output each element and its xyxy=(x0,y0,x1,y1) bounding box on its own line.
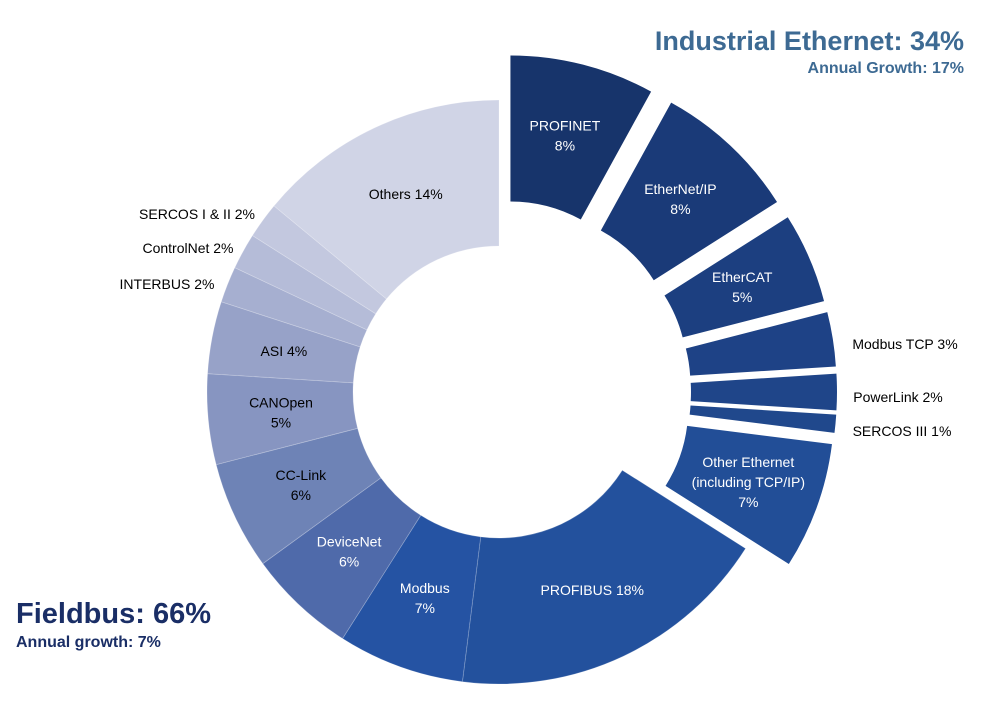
slice-group-other-ethernet-including-tcp-ip xyxy=(665,425,832,565)
slice-label-canopen: CANOpen 5% xyxy=(249,395,313,431)
slice-group-powerlink xyxy=(690,373,838,411)
slice-label-other-ethernet-including-tcp-ip: Other Ethernet (including TCP/IP) 7% xyxy=(692,454,805,510)
slice-label-line: SERCOS III 1% xyxy=(853,423,952,439)
slice-label-line: EtherNet/IP xyxy=(644,181,716,197)
slice-label-controlnet: ControlNet 2% xyxy=(142,240,233,256)
slice-label-profibus: PROFIBUS 18% xyxy=(541,582,644,598)
slice-label-line: Other Ethernet xyxy=(702,454,794,470)
slice-label-line: INTERBUS 2% xyxy=(120,276,215,292)
slice-label-line: ControlNet 2% xyxy=(142,240,233,256)
slice-group-profinet xyxy=(510,55,652,220)
slice-label-line: 6% xyxy=(291,487,311,503)
slice-label-line: (including TCP/IP) xyxy=(692,474,805,490)
slice-label-line: Modbus xyxy=(400,580,450,596)
slice-powerlink xyxy=(690,373,838,411)
slice-group-modbus-tcp xyxy=(685,312,836,376)
slice-label-asi: ASI 4% xyxy=(261,343,308,359)
fieldbus-heading: Fieldbus: 66% Annual growth: 7% xyxy=(16,596,211,654)
slice-modbus xyxy=(341,514,482,683)
slice-label-line: PROFINET xyxy=(530,117,601,133)
slice-label-line: EtherCAT xyxy=(712,269,773,285)
slice-label-profinet: PROFINET 8% xyxy=(530,117,601,153)
slice-label-line: ASI 4% xyxy=(261,343,308,359)
slice-other-ethernet-including-tcp-ip xyxy=(665,425,832,565)
slice-label-line: DeviceNet xyxy=(317,534,382,550)
slice-label-line: 7% xyxy=(738,494,758,510)
industrial-ethernet-heading: Industrial Ethernet: 34% Annual Growth: … xyxy=(655,24,964,80)
slice-label-line: 8% xyxy=(670,201,690,217)
slice-profinet xyxy=(510,55,652,220)
slice-profibus xyxy=(461,469,747,685)
slice-canopen xyxy=(206,373,359,466)
slice-group-modbus xyxy=(341,514,482,683)
slice-group-sercos-iii xyxy=(689,405,837,433)
industrial-ethernet-share: Industrial Ethernet: 34% xyxy=(654,26,964,56)
slice-modbus-tcp xyxy=(685,312,836,376)
slice-label-modbus-tcp: Modbus TCP 3% xyxy=(852,336,957,352)
slice-label-interbus: INTERBUS 2% xyxy=(120,276,215,292)
slice-label-sercos-i-ii: SERCOS I & II 2% xyxy=(139,206,255,222)
slice-label-powerlink: PowerLink 2% xyxy=(853,389,943,405)
industrial-ethernet-growth: Annual Growth: 17% xyxy=(807,60,964,77)
slice-label-line: Modbus TCP 3% xyxy=(852,336,957,352)
slice-label-ethernet-ip: EtherNet/IP 8% xyxy=(644,181,716,217)
slice-group-canopen xyxy=(206,373,359,466)
slice-sercos-iii xyxy=(689,405,837,433)
slice-label-devicenet: DeviceNet 6% xyxy=(317,534,382,570)
slice-ethernet-ip xyxy=(600,102,778,281)
slice-group-ethercat xyxy=(664,217,825,338)
slice-label-ethercat: EtherCAT 5% xyxy=(712,269,773,305)
fieldbus-growth: Annual growth: 7% xyxy=(16,634,161,651)
slice-label-others: Others 14% xyxy=(369,186,443,202)
slice-label-line: 5% xyxy=(271,415,291,431)
slice-ethercat xyxy=(664,217,825,338)
slice-label-line: 6% xyxy=(339,554,359,570)
slice-label-line: 8% xyxy=(555,137,575,153)
slice-group-ethernet-ip xyxy=(600,102,778,281)
slice-label-line: 7% xyxy=(415,600,435,616)
slice-label-line: PROFIBUS 18% xyxy=(541,582,644,598)
slice-label-modbus: Modbus 7% xyxy=(400,580,450,616)
slice-label-line: 5% xyxy=(732,289,752,305)
slice-label-line: SERCOS I & II 2% xyxy=(139,206,255,222)
slice-group-others xyxy=(273,99,500,300)
slice-label-sercos-iii: SERCOS III 1% xyxy=(853,423,952,439)
slice-group-profibus xyxy=(461,469,747,685)
slice-label-line: Others 14% xyxy=(369,186,443,202)
slice-label-line: PowerLink 2% xyxy=(853,389,943,405)
fieldbus-share: Fieldbus: 66% xyxy=(16,598,211,630)
slice-others xyxy=(273,99,500,300)
slice-label-line: CANOpen xyxy=(249,395,313,411)
slice-label-line: CC-Link xyxy=(276,467,328,483)
slice-label-cc-link: CC-Link 6% xyxy=(276,467,328,503)
